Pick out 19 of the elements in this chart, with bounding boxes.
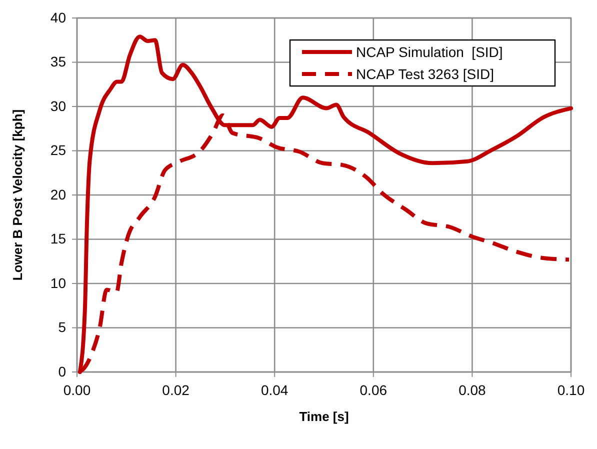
legend-label: NCAP Simulation [SID]: [356, 44, 503, 60]
y-tick-label: 20: [50, 186, 66, 202]
x-tick-label: 0.00: [63, 382, 91, 398]
x-tick-label: 0.10: [557, 382, 585, 398]
y-tick-label: 25: [50, 142, 66, 158]
x-tick-label: 0.02: [162, 382, 190, 398]
x-tick-label: 0.08: [458, 382, 486, 398]
y-tick-label: 40: [50, 9, 66, 26]
x-axis-title: Time [s]: [299, 409, 349, 424]
x-tick-label: 0.06: [360, 382, 388, 398]
y-tick-label: 0: [58, 363, 66, 380]
y-tick-label: 15: [50, 230, 66, 247]
y-tick-label: 5: [58, 319, 66, 336]
x-tick-label: 0.04: [260, 382, 288, 398]
y-tick-label: 35: [50, 54, 66, 70]
y-axis-title: Lower B Post Velocity [kph]: [10, 109, 25, 281]
y-tick-label: 10: [50, 274, 66, 291]
y-tick-label: 30: [50, 98, 66, 114]
legend-label: NCAP Test 3263 [SID]: [356, 66, 494, 82]
